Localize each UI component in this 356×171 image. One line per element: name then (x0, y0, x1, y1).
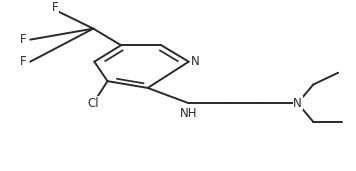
Text: N: N (191, 55, 199, 68)
Text: F: F (20, 33, 26, 46)
Text: Cl: Cl (88, 97, 99, 110)
Text: F: F (20, 55, 26, 68)
Text: F: F (52, 1, 58, 14)
Text: N: N (293, 97, 302, 110)
Text: NH: NH (180, 107, 198, 120)
